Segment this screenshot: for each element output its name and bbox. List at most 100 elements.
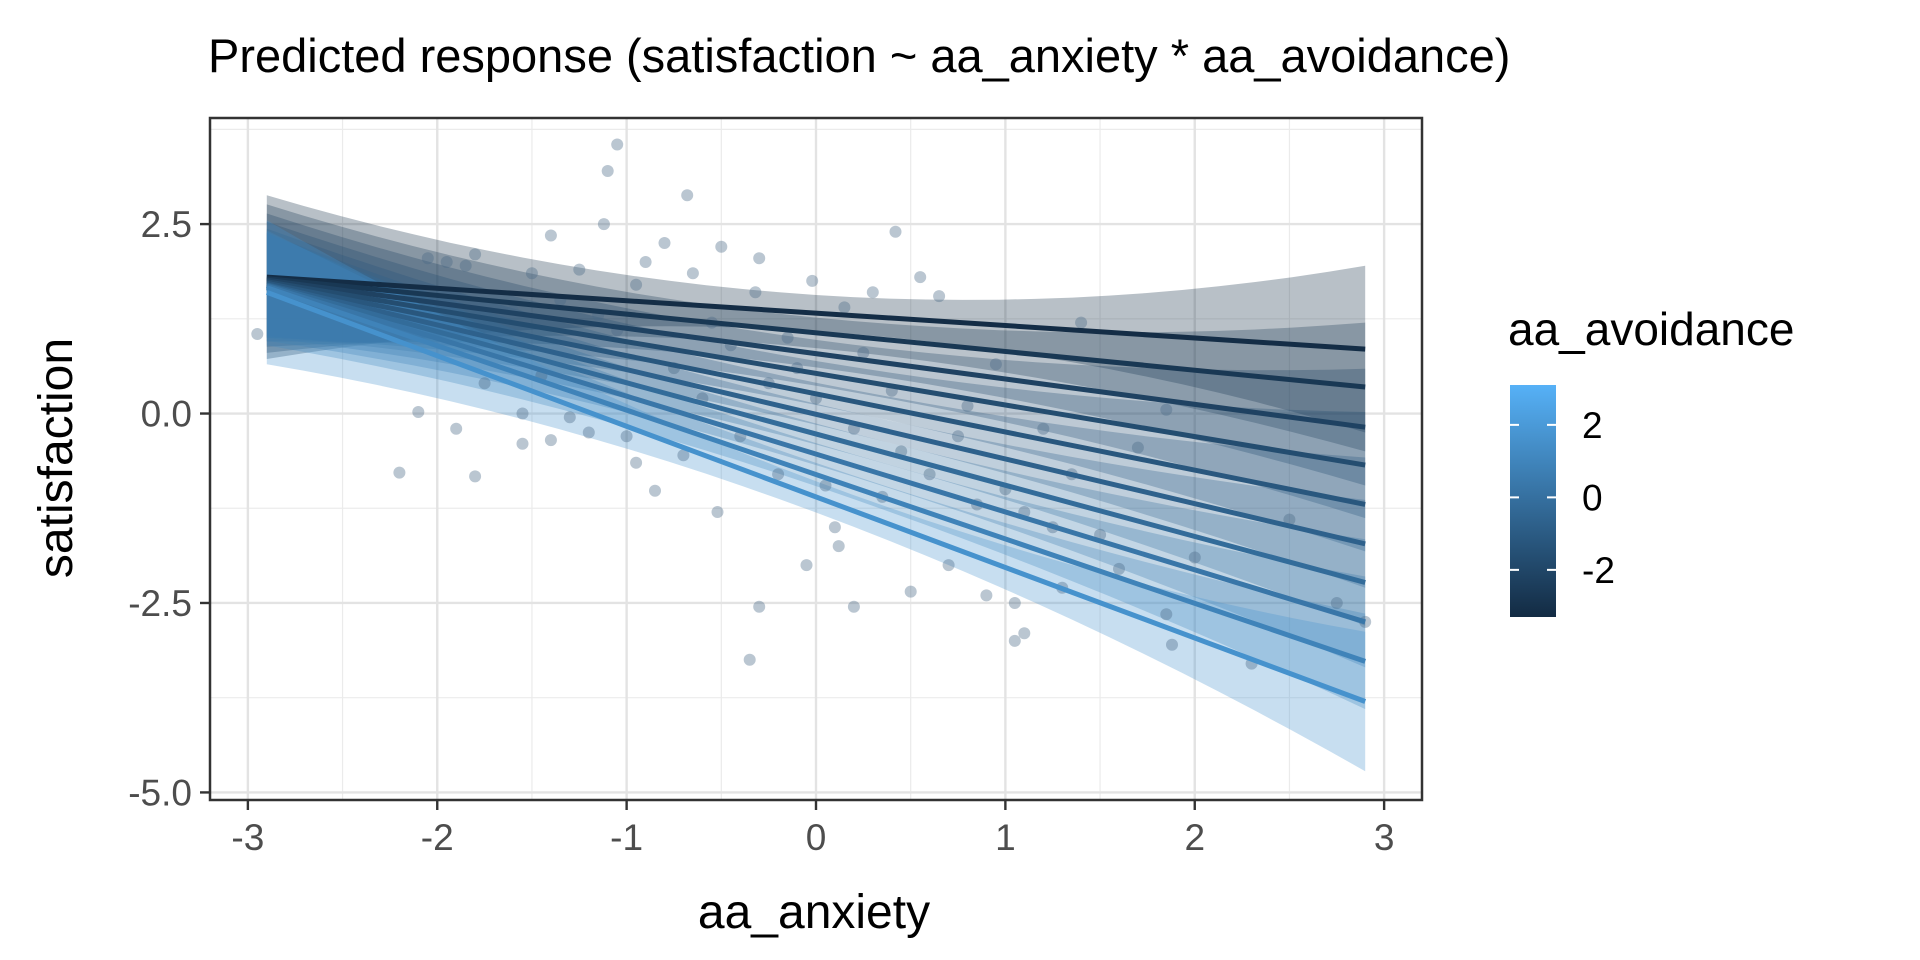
data-point bbox=[639, 256, 652, 268]
data-point bbox=[952, 430, 964, 443]
prediction-lines bbox=[265, 274, 1367, 704]
data-point bbox=[649, 484, 661, 497]
data-point bbox=[630, 456, 643, 469]
data-point bbox=[989, 358, 1002, 371]
data-point bbox=[469, 470, 482, 483]
confidence-band bbox=[266, 221, 1366, 519]
data-point bbox=[516, 407, 529, 420]
data-point bbox=[711, 506, 724, 518]
y-tick-label: 0.0 bbox=[141, 394, 192, 435]
y-tick-label: -5.0 bbox=[128, 772, 192, 813]
data-point bbox=[749, 286, 762, 299]
y-tick-label: 2.5 bbox=[141, 204, 192, 245]
data-point bbox=[753, 600, 766, 613]
legend-tick-label: -2 bbox=[1582, 550, 1615, 591]
data-point bbox=[681, 189, 694, 202]
data-point bbox=[563, 411, 576, 424]
data-point bbox=[914, 271, 927, 284]
prediction-line bbox=[266, 283, 1366, 625]
data-point bbox=[772, 468, 785, 481]
prediction-line bbox=[266, 285, 1366, 664]
confidence-band bbox=[266, 228, 1366, 552]
legend: aa_avoidance 2 0 -2 bbox=[1508, 303, 1794, 617]
data-point bbox=[857, 346, 870, 359]
data-point bbox=[630, 278, 643, 291]
data-point bbox=[800, 559, 813, 572]
data-point bbox=[1008, 597, 1021, 609]
data-point bbox=[923, 468, 936, 481]
data-point bbox=[611, 138, 624, 151]
data-point bbox=[516, 437, 529, 450]
confidence-band bbox=[266, 231, 1366, 668]
data-point bbox=[393, 466, 406, 479]
data-point bbox=[525, 267, 538, 280]
confidence-band bbox=[266, 233, 1366, 626]
data-point bbox=[658, 237, 671, 249]
data-point bbox=[573, 263, 586, 276]
grid bbox=[210, 118, 1422, 800]
data-point bbox=[904, 585, 917, 598]
y-tick-label: -2.5 bbox=[128, 583, 192, 624]
data-point bbox=[412, 406, 425, 418]
legend-colorbar bbox=[1510, 385, 1556, 617]
confidence-band bbox=[266, 233, 1366, 588]
prediction-line bbox=[266, 282, 1366, 547]
x-axis-title: aa_anxiety bbox=[698, 886, 930, 939]
data-point bbox=[781, 331, 794, 344]
prediction-line bbox=[266, 277, 1366, 430]
data-point bbox=[251, 328, 264, 340]
data-point bbox=[582, 426, 595, 439]
data-point bbox=[961, 400, 974, 412]
data-point bbox=[677, 449, 690, 462]
data-point bbox=[1131, 441, 1144, 454]
prediction-line bbox=[266, 276, 1366, 390]
data-point bbox=[819, 479, 832, 492]
data-point bbox=[597, 218, 610, 231]
data-point bbox=[440, 256, 453, 268]
data-point bbox=[715, 240, 728, 253]
data-point bbox=[1188, 551, 1201, 564]
data-point bbox=[933, 290, 946, 303]
data-point bbox=[450, 422, 463, 435]
x-tick-label: 0 bbox=[806, 817, 827, 858]
data-point bbox=[889, 225, 902, 238]
data-point bbox=[1113, 562, 1125, 575]
data-point bbox=[828, 521, 841, 534]
legend-ticks: 2 0 -2 bbox=[1510, 405, 1615, 591]
x-tick-label: -1 bbox=[610, 817, 643, 858]
data-point bbox=[1283, 513, 1296, 526]
axis-ticks: -3 -2 -1 0 1 2 3 -5.0 -2.5 0.0 2.5 bbox=[128, 204, 1394, 858]
data-point bbox=[743, 653, 756, 666]
data-point bbox=[753, 252, 766, 265]
data-point bbox=[980, 589, 993, 602]
data-point bbox=[1160, 608, 1173, 621]
data-point bbox=[942, 559, 955, 572]
x-tick-label: 2 bbox=[1184, 817, 1205, 858]
data-point bbox=[1166, 638, 1178, 651]
confidence-band bbox=[266, 230, 1366, 710]
data-point bbox=[838, 301, 851, 314]
x-tick-label: -2 bbox=[421, 817, 454, 858]
y-axis-title: satisfaction bbox=[30, 338, 83, 578]
data-point bbox=[421, 252, 434, 265]
prediction-line bbox=[266, 279, 1366, 468]
x-tick-label: -3 bbox=[231, 817, 264, 858]
data-point bbox=[544, 434, 557, 447]
data-point bbox=[601, 165, 614, 177]
data-point bbox=[1037, 422, 1050, 435]
data-point bbox=[1018, 627, 1031, 640]
x-tick-label: 3 bbox=[1374, 817, 1395, 858]
data-point bbox=[1330, 597, 1343, 609]
data-point bbox=[478, 377, 491, 390]
x-tick-label: 1 bbox=[995, 817, 1016, 858]
legend-tick-label: 2 bbox=[1582, 405, 1603, 446]
confidence-band bbox=[266, 204, 1366, 452]
legend-title: aa_avoidance bbox=[1508, 303, 1794, 355]
data-point bbox=[620, 430, 633, 443]
legend-tick-label: 0 bbox=[1582, 477, 1603, 518]
data-point bbox=[1008, 634, 1021, 647]
prediction-line bbox=[266, 280, 1366, 507]
data-point bbox=[832, 540, 845, 553]
chart-title: Predicted response (satisfaction ~ aa_an… bbox=[208, 29, 1510, 82]
data-point bbox=[1160, 403, 1173, 416]
